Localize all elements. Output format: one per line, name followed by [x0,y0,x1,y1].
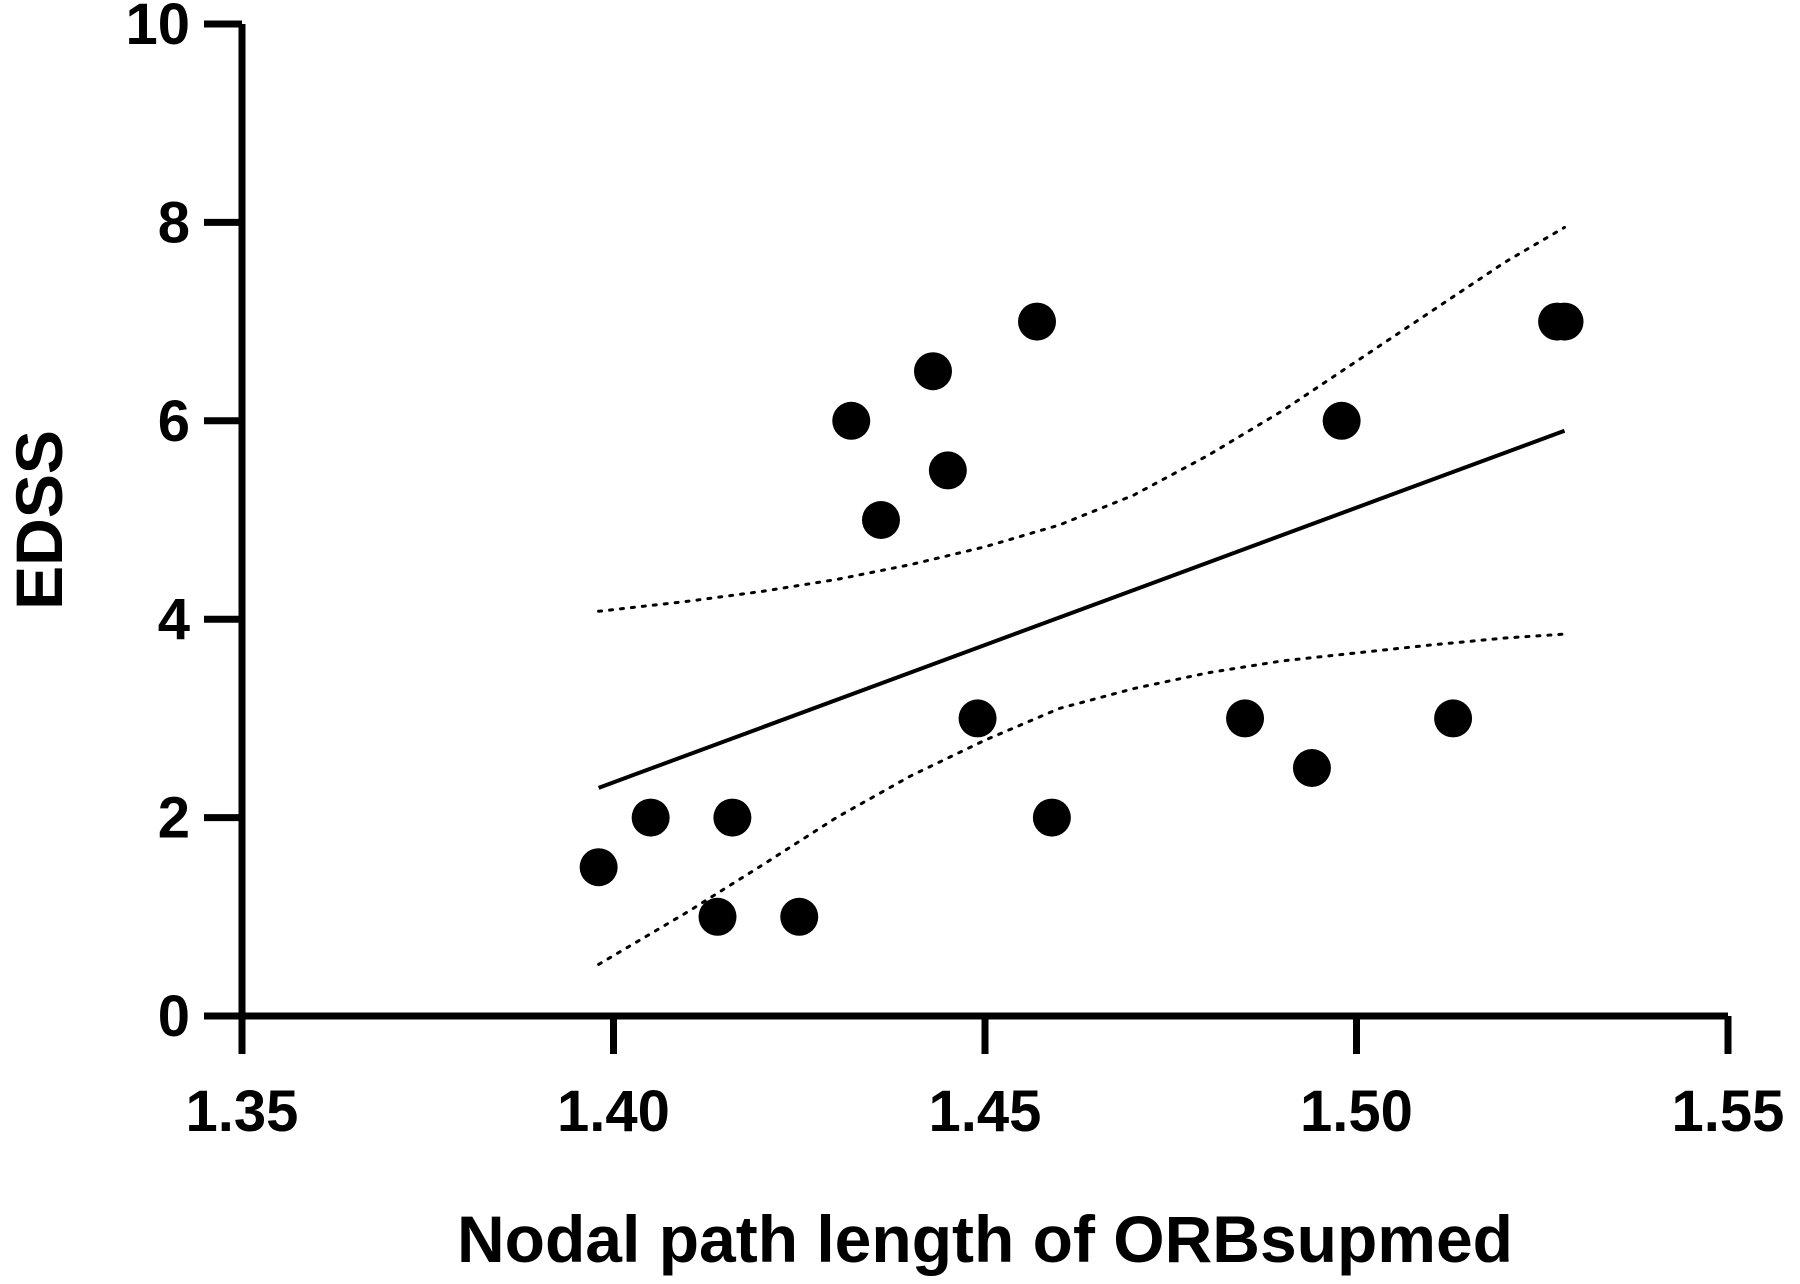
axes: 1.35 1.40 1.45 1.50 1.55 0 2 4 6 8 10 [125,0,1784,1144]
x-tick-label: 1.50 [1300,1079,1413,1144]
y-axis-ticks: 0 2 4 6 8 10 [125,0,242,1049]
data-point [928,451,967,490]
data-point [1018,302,1057,341]
x-axis-title: Nodal path length of ORBsupmed [457,1202,1513,1276]
y-axis-title: EDSS [2,430,76,610]
data-point [1032,798,1071,837]
data-point [958,699,997,738]
data-point [1226,699,1265,738]
data-point [631,798,670,837]
x-tick-label: 1.45 [929,1079,1042,1144]
data-point [713,798,752,837]
y-tick-label: 10 [125,0,190,57]
data-point [579,848,618,887]
data-point [832,401,871,440]
plot-area [579,225,1584,966]
data-point [1322,401,1361,440]
y-tick-label: 2 [158,786,190,851]
y-tick-label: 6 [158,389,190,454]
y-tick-label: 8 [158,190,190,255]
confidence-band-upper [597,225,1566,613]
data-point [913,352,952,391]
data-point [1434,699,1473,738]
x-tick-label: 1.40 [557,1079,670,1144]
data-point [861,501,900,539]
confidence-band-lower [597,632,1566,966]
x-axis-ticks: 1.35 1.40 1.45 1.50 1.55 [186,1016,1785,1144]
y-tick-label: 0 [158,984,190,1049]
regression-line [597,428,1566,790]
x-tick-label: 1.35 [186,1079,299,1144]
x-tick-label: 1.55 [1672,1079,1785,1144]
data-point [1292,749,1331,787]
data-point [1545,302,1584,341]
data-point [698,897,737,936]
y-tick-label: 4 [158,587,190,652]
data-point [780,897,819,936]
